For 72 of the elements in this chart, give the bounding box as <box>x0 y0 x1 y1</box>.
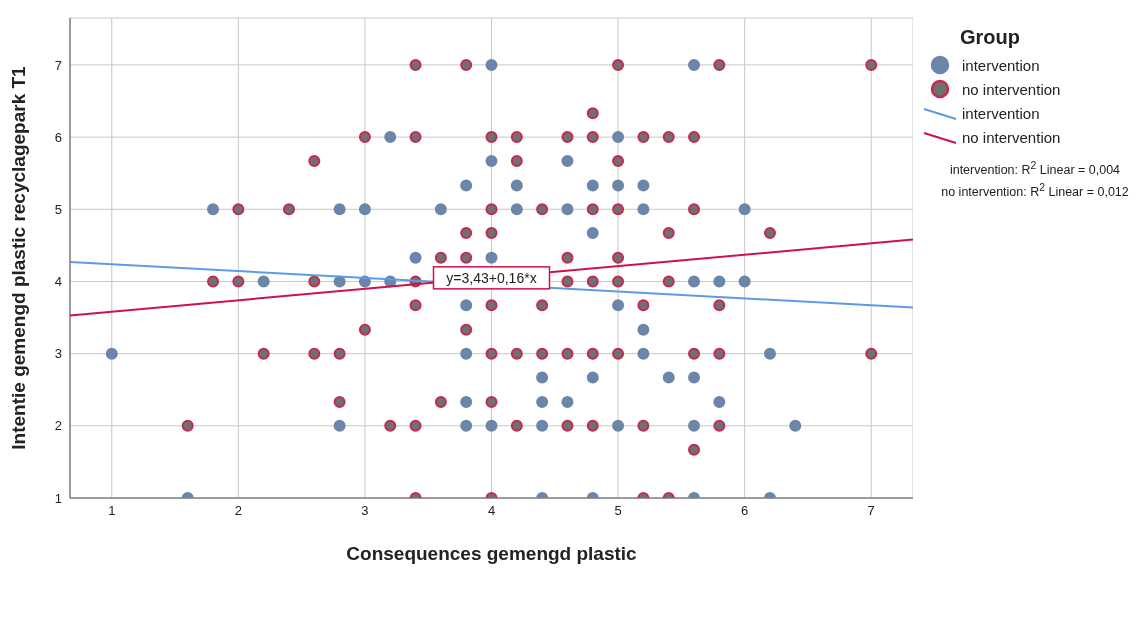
point <box>333 419 346 432</box>
point <box>207 203 220 216</box>
point <box>612 179 625 192</box>
point <box>738 275 751 288</box>
point <box>460 347 473 360</box>
point <box>460 179 473 192</box>
point <box>105 347 118 360</box>
point <box>612 419 625 432</box>
x-tick-label: 4 <box>487 503 496 519</box>
point <box>358 203 371 216</box>
point <box>789 419 802 432</box>
point <box>612 131 625 144</box>
point <box>637 347 650 360</box>
x-tick-label: 3 <box>361 503 369 519</box>
point <box>586 227 599 240</box>
point <box>510 179 523 192</box>
point <box>612 299 625 312</box>
point <box>485 58 498 71</box>
legend-title: Group <box>960 26 1021 49</box>
point <box>409 251 422 264</box>
x-tick-label: 7 <box>867 503 875 519</box>
point <box>586 371 599 384</box>
point <box>485 419 498 432</box>
annotation: y=3,43+0,16*x <box>446 269 537 286</box>
point <box>510 203 523 216</box>
point <box>561 154 574 167</box>
y-tick-label: 6 <box>54 129 62 145</box>
point <box>688 419 701 432</box>
y-tick-label: 3 <box>54 346 62 362</box>
point <box>688 371 701 384</box>
point <box>536 396 549 408</box>
y-tick-label: 5 <box>54 201 62 217</box>
point <box>586 179 599 192</box>
point <box>257 275 270 288</box>
x-tick-label: 2 <box>234 503 242 519</box>
point <box>637 203 650 216</box>
point <box>713 396 726 408</box>
point <box>460 396 473 408</box>
y-tick-label: 7 <box>54 57 62 73</box>
point <box>485 251 498 264</box>
legend-label: intervention <box>962 56 1040 74</box>
point <box>763 347 776 360</box>
y-axis-title: Intentie gemengd plastic recyclagepark T1 <box>7 65 29 450</box>
point <box>434 203 447 216</box>
point <box>738 203 751 216</box>
point <box>384 131 397 144</box>
point <box>637 179 650 192</box>
point <box>713 275 726 288</box>
point <box>561 203 574 216</box>
legend-label: intervention <box>962 104 1040 122</box>
text: no intervention: R$^{2}$ Linear = 0,012 <box>940 181 1130 202</box>
y-tick-label: 4 <box>54 274 62 290</box>
point <box>460 299 473 312</box>
legend-label: no intervention <box>962 128 1061 146</box>
point <box>536 419 549 432</box>
point <box>536 371 549 384</box>
y-tick-label: 1 <box>54 490 62 506</box>
point <box>460 419 473 432</box>
point <box>561 396 574 408</box>
legend-label: no intervention <box>962 80 1061 98</box>
point <box>485 154 498 167</box>
x-tick-label: 6 <box>741 503 749 519</box>
text: intervention: R$^{2}$ Linear = 0,004 <box>948 159 1122 180</box>
point <box>333 203 346 216</box>
x-tick-label: 5 <box>614 503 622 519</box>
x-tick-label: 1 <box>108 503 116 519</box>
point <box>688 58 701 71</box>
y-tick-label: 2 <box>54 418 62 434</box>
x-axis-title: Consequences gemengd plastic <box>346 543 638 564</box>
point <box>662 371 675 384</box>
point <box>688 275 701 288</box>
point <box>637 323 650 336</box>
